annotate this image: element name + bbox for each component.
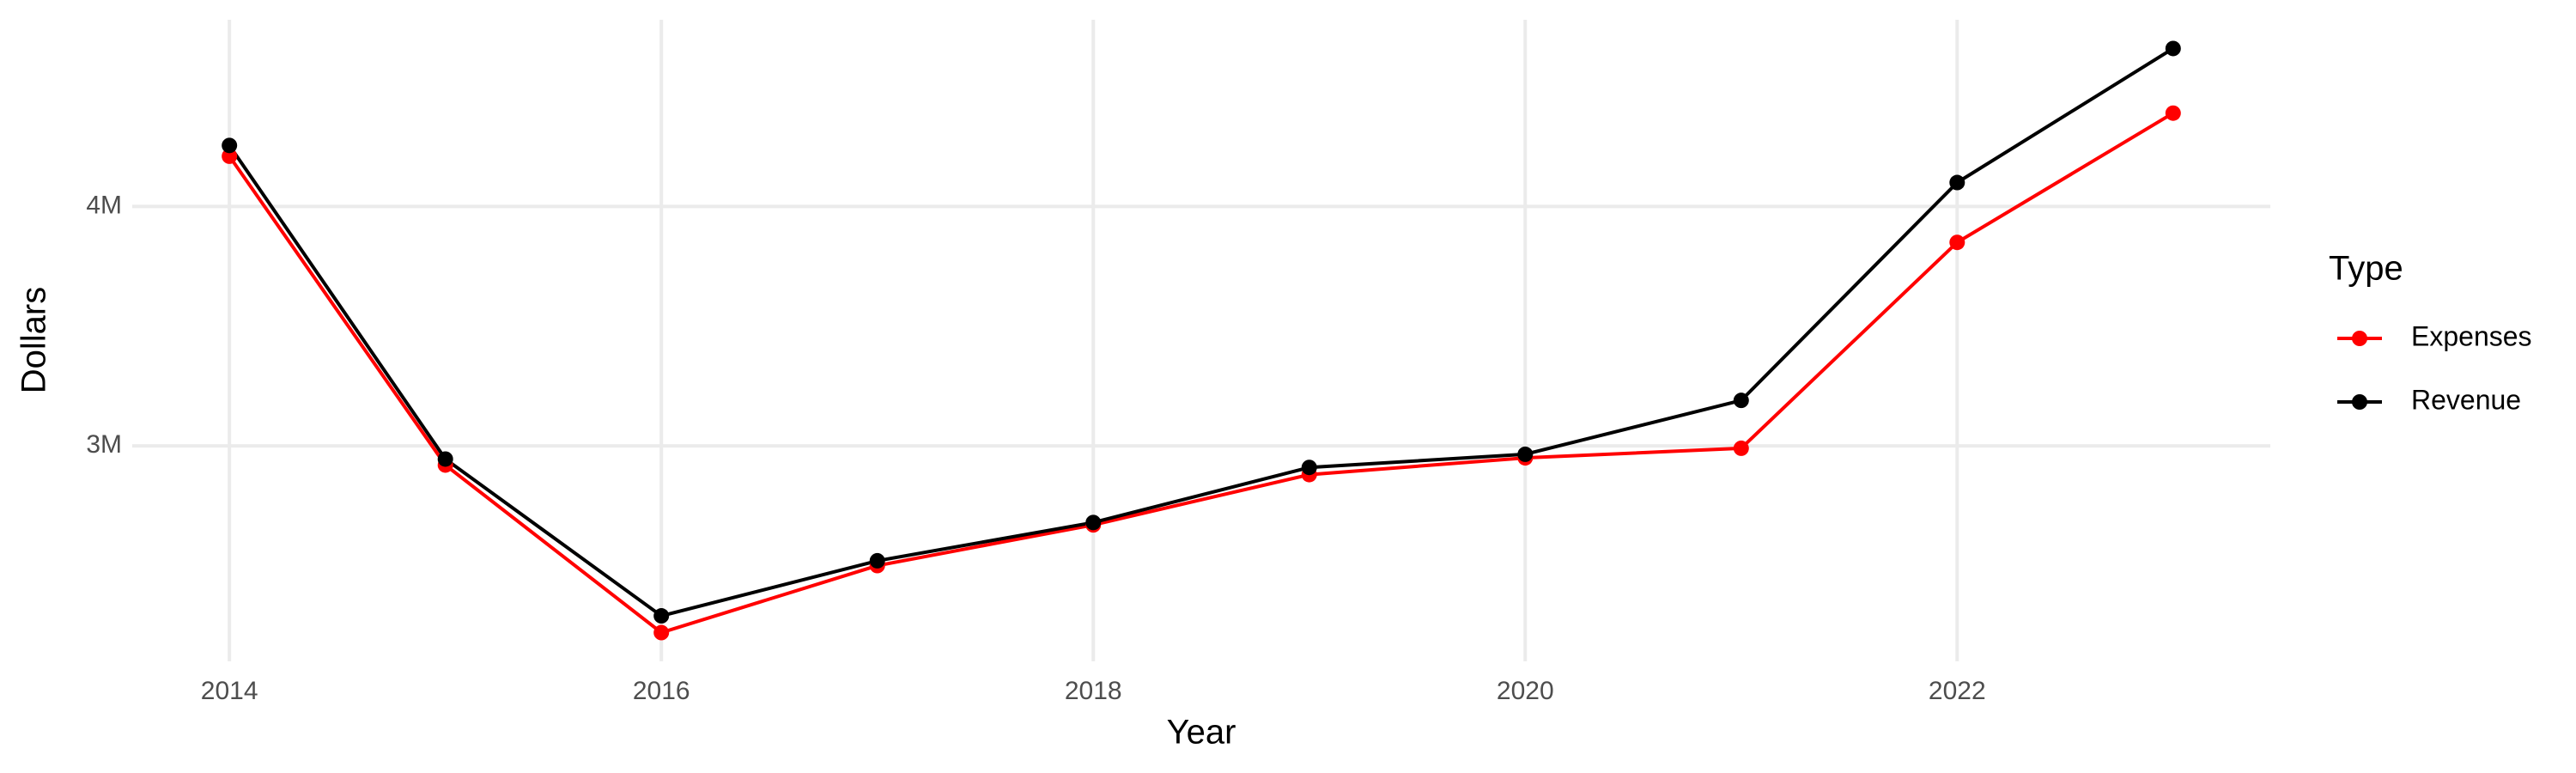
- data-point: [437, 451, 453, 467]
- legend-label: Revenue: [2411, 384, 2521, 415]
- data-point: [1085, 514, 1102, 531]
- legend-marker: [2352, 394, 2367, 410]
- series-line: [228, 46, 2174, 618]
- data-point: [1301, 460, 1317, 476]
- data-point: [653, 624, 670, 641]
- x-tick-label: 2022: [1929, 677, 1986, 705]
- x-tick-label: 2018: [1065, 677, 1122, 705]
- legend-title: Type: [2329, 250, 2403, 288]
- y-axis-title: Dollars: [15, 287, 53, 393]
- data-point: [1733, 440, 1749, 456]
- data-point: [869, 552, 885, 569]
- data-point: [222, 148, 238, 164]
- data-point: [1949, 234, 1965, 251]
- legend-label: Expenses: [2411, 320, 2532, 351]
- x-tick-label: 2016: [633, 677, 690, 705]
- legend-marker: [2352, 331, 2367, 346]
- data-point: [222, 137, 238, 154]
- data-point: [1949, 174, 1965, 191]
- series-line: [228, 111, 2174, 635]
- x-axis-title: Year: [1167, 714, 1236, 752]
- data-point: [653, 608, 670, 624]
- y-tick-label: 4M: [86, 191, 122, 219]
- data-point: [2165, 40, 2181, 57]
- data-point: [1517, 446, 1534, 462]
- x-tick-label: 2014: [201, 677, 258, 705]
- y-tick-label: 3M: [86, 430, 122, 459]
- data-point: [2165, 105, 2181, 121]
- data-point: [1733, 393, 1749, 409]
- x-tick-label: 2020: [1497, 677, 1554, 705]
